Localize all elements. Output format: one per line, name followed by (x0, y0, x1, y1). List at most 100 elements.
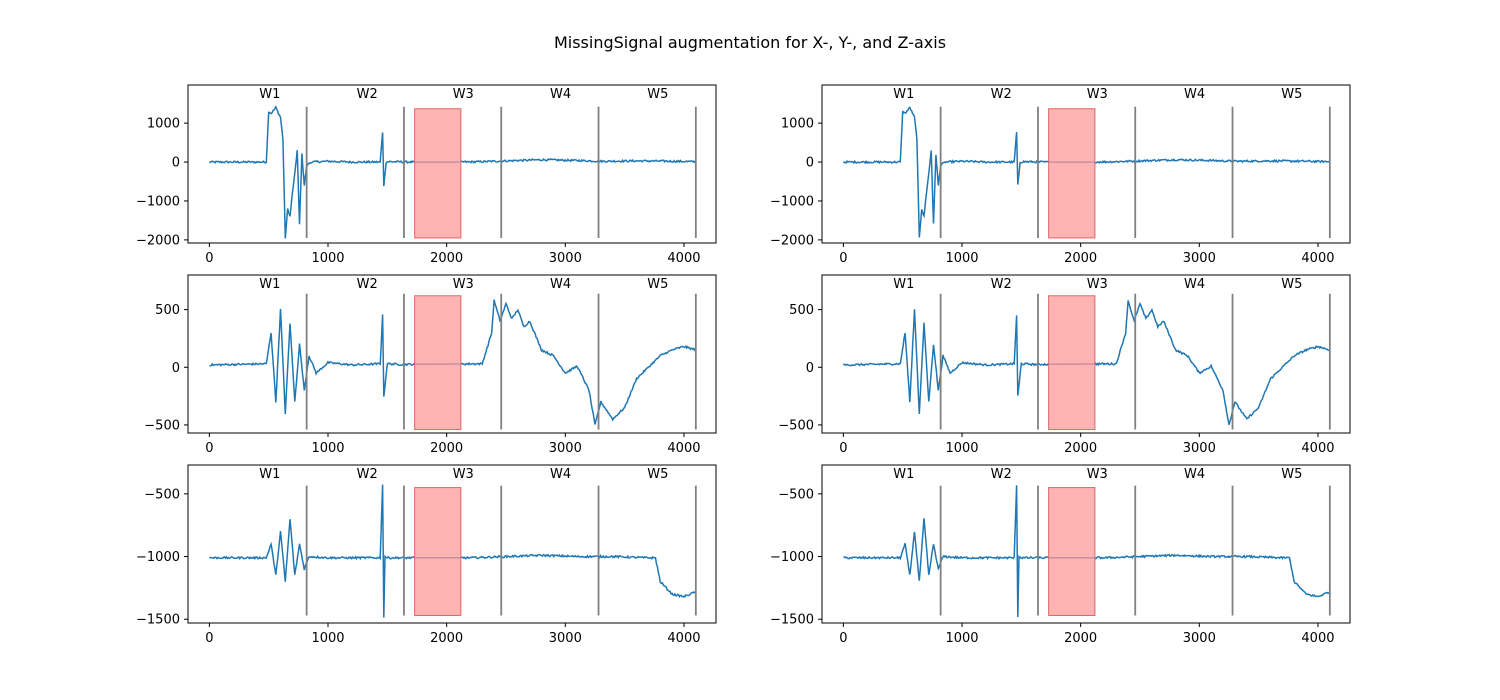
x-tick-label: 1000 (311, 441, 344, 456)
x-tick-label: 2000 (1064, 441, 1097, 456)
y-tick-label: 0 (172, 361, 180, 376)
window-label: W3 (453, 87, 474, 102)
x-tick-label: 4000 (1301, 251, 1334, 266)
x-tick-label: 4000 (667, 441, 700, 456)
window-label: W2 (991, 467, 1012, 482)
y-tick-label: −500 (144, 418, 180, 433)
x-tick-label: 2000 (430, 631, 463, 646)
axes-frame (187, 464, 717, 624)
y-tick-label: 0 (806, 361, 814, 376)
window-label: W5 (1281, 467, 1302, 482)
x-tick-label: 3000 (549, 631, 582, 646)
subplot-x-axis-right: W1 W2 W3 W4 W5 0 1000 2000 3000 4000 −2000 −1000 0 10… (770, 84, 1351, 266)
y-tick-label: −2000 (770, 233, 814, 248)
y-tick-label: 0 (806, 156, 814, 171)
axes-frame (187, 274, 717, 434)
window-label: W3 (1087, 467, 1108, 482)
axes-frame (821, 274, 1351, 434)
window-label: W4 (550, 87, 571, 102)
window-label: W5 (647, 87, 668, 102)
axes-frame (821, 84, 1351, 244)
window-label: W4 (1184, 87, 1205, 102)
x-tick-label: 4000 (1301, 631, 1334, 646)
y-tick-label: −2000 (136, 233, 180, 248)
y-tick-label: −1000 (770, 194, 814, 209)
y-tick-label: 1000 (781, 117, 814, 132)
y-tick-label: 0 (172, 156, 180, 171)
y-tick-label: −1500 (136, 613, 180, 628)
axes-frame (821, 464, 1351, 624)
window-label: W3 (1087, 87, 1108, 102)
window-label: W4 (1184, 467, 1205, 482)
window-label: W1 (259, 87, 280, 102)
missing-region (1048, 295, 1096, 431)
x-tick-label: 1000 (945, 251, 978, 266)
window-label: W3 (453, 277, 474, 292)
window-label: W4 (550, 467, 571, 482)
window-label: W5 (1281, 277, 1302, 292)
window-label: W5 (647, 467, 668, 482)
window-label: W3 (453, 467, 474, 482)
window-label: W4 (1184, 277, 1205, 292)
subplot-x-axis-left: W1 W2 W3 W4 W5 0 1000 2000 3000 4000 −2000 −1000 0 10… (136, 84, 717, 266)
x-tick-label: 2000 (1064, 631, 1097, 646)
y-tick-label: −500 (778, 487, 814, 502)
x-tick-label: 2000 (430, 441, 463, 456)
missing-region (414, 487, 462, 616)
window-label: W1 (259, 467, 280, 482)
x-tick-label: 3000 (1183, 251, 1216, 266)
x-tick-label: 3000 (549, 441, 582, 456)
missing-region (1048, 108, 1096, 239)
missing-region (414, 295, 462, 431)
subplot-z-axis-left: W1 W2 W3 W4 W5 0 1000 2000 3000 4000 −1500 −1000 −50… (136, 464, 717, 646)
x-tick-label: 3000 (549, 251, 582, 266)
y-tick-label: 1000 (147, 117, 180, 132)
window-label: W2 (357, 87, 378, 102)
x-tick-label: 0 (839, 251, 847, 266)
figure-title: MissingSignal augmentation for X-, Y-, a… (553, 33, 947, 52)
x-tick-label: 3000 (1183, 441, 1216, 456)
window-label: W5 (647, 277, 668, 292)
window-label: W3 (1087, 277, 1108, 292)
y-tick-label: −1500 (770, 613, 814, 628)
x-tick-label: 0 (205, 251, 213, 266)
x-tick-label: 2000 (1064, 251, 1097, 266)
y-tick-label: −1000 (770, 550, 814, 565)
subplot-y-axis-right: W1 W2 W3 W4 W5 0 1000 2000 3000 4000 −500 0 500 (778, 274, 1351, 456)
subplot-z-axis-right: W1 W2 W3 W4 W5 0 1000 2000 3000 4000 −1500 −1000 −50… (770, 464, 1351, 646)
window-label: W2 (357, 467, 378, 482)
y-tick-label: 500 (789, 303, 814, 318)
window-label: W1 (893, 87, 914, 102)
x-tick-label: 4000 (1301, 441, 1334, 456)
missing-region (1048, 487, 1096, 616)
y-tick-label: 500 (155, 303, 180, 318)
x-tick-label: 1000 (945, 631, 978, 646)
window-label: W1 (259, 277, 280, 292)
x-tick-label: 1000 (311, 631, 344, 646)
missing-region (414, 108, 462, 239)
y-tick-label: −1000 (136, 194, 180, 209)
x-tick-label: 1000 (311, 251, 344, 266)
x-tick-label: 2000 (430, 251, 463, 266)
y-tick-label: −500 (144, 487, 180, 502)
window-label: W4 (550, 277, 571, 292)
window-label: W2 (991, 277, 1012, 292)
window-label: W2 (357, 277, 378, 292)
subplot-y-axis-left: W1 W2 W3 W4 W5 0 1000 2000 3000 4000 −500 0 500 (144, 274, 717, 456)
window-label: W1 (893, 467, 914, 482)
y-tick-label: −1000 (136, 550, 180, 565)
x-tick-label: 3000 (1183, 631, 1216, 646)
x-tick-label: 4000 (667, 631, 700, 646)
x-tick-label: 0 (839, 441, 847, 456)
x-tick-label: 0 (205, 441, 213, 456)
x-tick-label: 1000 (945, 441, 978, 456)
x-tick-label: 0 (839, 631, 847, 646)
x-tick-label: 0 (205, 631, 213, 646)
window-label: W2 (991, 87, 1012, 102)
y-tick-label: −500 (778, 418, 814, 433)
window-label: W5 (1281, 87, 1302, 102)
window-label: W1 (893, 277, 914, 292)
axes-frame (187, 84, 717, 244)
x-tick-label: 4000 (667, 251, 700, 266)
